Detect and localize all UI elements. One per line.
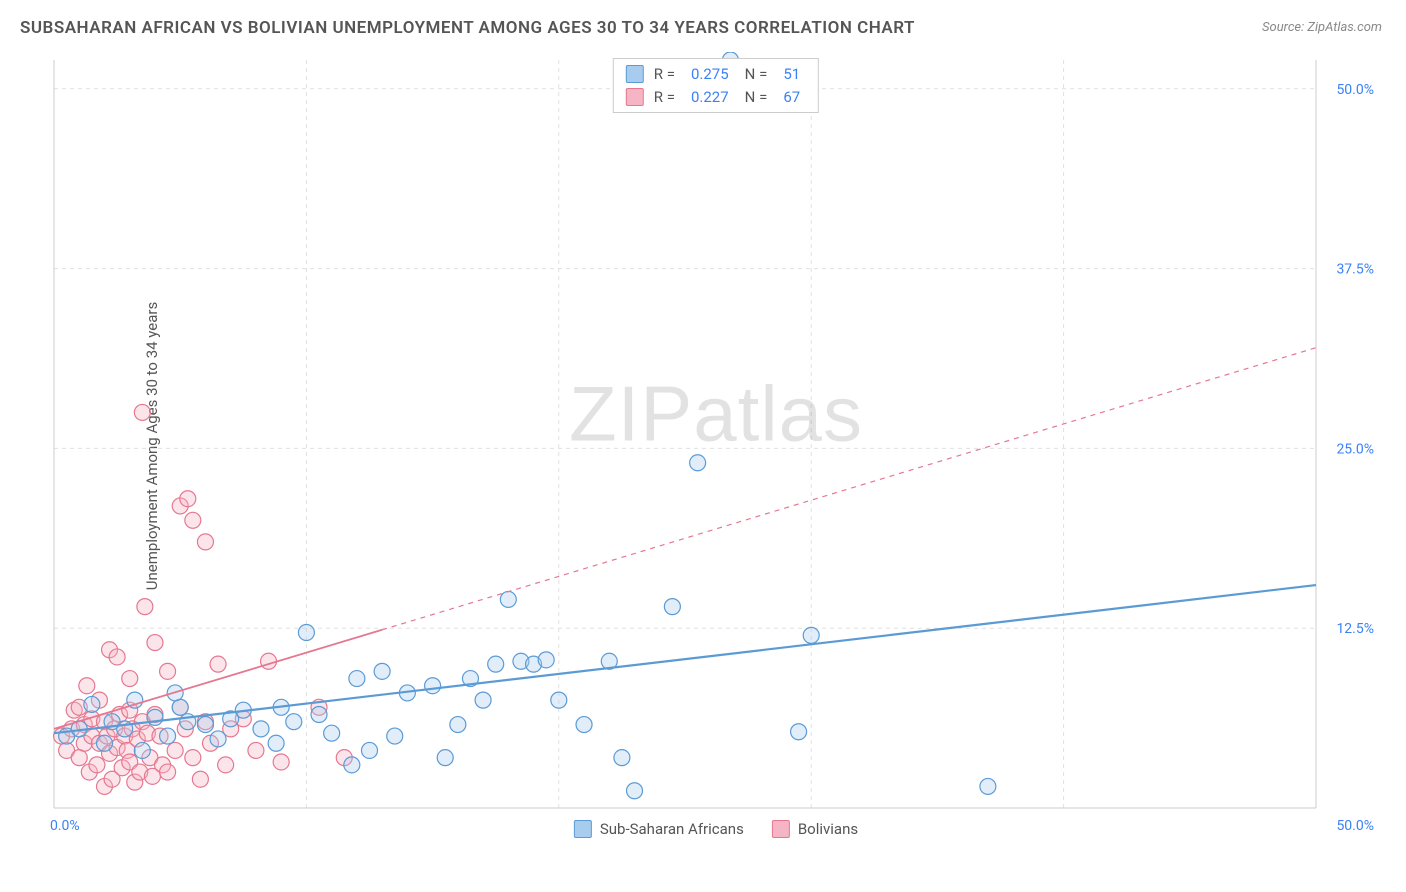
plot-area: 12.5%25.0%37.5%50.0%0.0%50.0% ZIPatlas R…	[46, 52, 1386, 838]
legend-r-value-1: 0.227	[685, 86, 735, 109]
legend-swatch-0	[574, 820, 592, 838]
chart-title: SUBSAHARAN AFRICAN VS BOLIVIAN UNEMPLOYM…	[20, 18, 915, 38]
legend-r-label: R =	[654, 63, 675, 86]
legend-r-label: R =	[654, 86, 675, 109]
swatch-series-1	[626, 88, 644, 106]
svg-text:50.0%: 50.0%	[1336, 82, 1374, 98]
svg-text:37.5%: 37.5%	[1336, 262, 1374, 278]
swatch-series-0	[626, 65, 644, 83]
svg-text:50.0%: 50.0%	[1336, 818, 1374, 834]
legend-r-value-0: 0.275	[685, 63, 735, 86]
legend-n-label: N =	[745, 63, 768, 86]
legend-row-series-1: R = 0.227 N = 67	[626, 86, 806, 109]
series-legend: Sub-Saharan Africans Bolivians	[568, 818, 864, 840]
legend-row-series-0: R = 0.275 N = 51	[626, 63, 806, 86]
svg-text:0.0%: 0.0%	[50, 818, 80, 834]
legend-item-0: Sub-Saharan Africans	[574, 820, 744, 838]
legend-item-1: Bolivians	[772, 820, 858, 838]
chart-svg: 12.5% 25.0% 37.5% 50.0% 0.0% 50.0%	[46, 52, 1386, 838]
correlation-legend: R = 0.275 N = 51 R = 0.227 N = 67	[613, 58, 819, 113]
svg-text:12.5%: 12.5%	[1336, 621, 1374, 637]
legend-label-1: Bolivians	[798, 820, 858, 838]
svg-text:25.0%: 25.0%	[1336, 441, 1374, 457]
legend-n-value-1: 67	[777, 86, 806, 109]
source-credit: Source: ZipAtlas.com	[1262, 20, 1382, 35]
legend-n-label: N =	[745, 86, 768, 109]
legend-n-value-0: 51	[777, 63, 806, 86]
legend-swatch-1	[772, 820, 790, 838]
legend-label-0: Sub-Saharan Africans	[600, 820, 744, 838]
